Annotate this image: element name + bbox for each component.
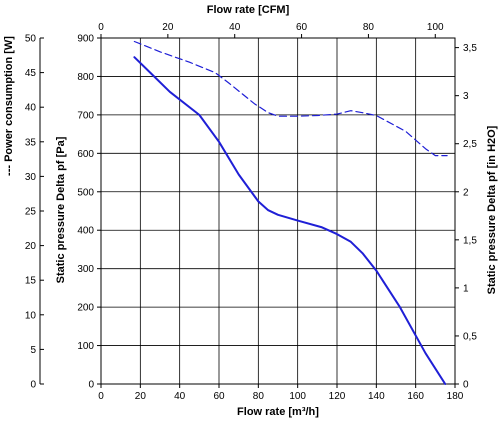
y-left-tick-label: 100 — [77, 341, 94, 352]
y-left-outer-tick-label: 10 — [25, 310, 37, 321]
y-left-axis-title: Static pressure Delta pf [Pa] — [55, 136, 67, 283]
static-pressure-line — [133, 56, 447, 385]
x-bottom-tick-label: 0 — [98, 391, 104, 402]
y-left-outer-axis-title: --- Power consumption [W] — [3, 36, 15, 176]
y-left-tick-label: 300 — [77, 264, 94, 275]
y-left-tick-label: 400 — [77, 226, 94, 237]
y-left-outer-tick-label: 30 — [25, 172, 37, 183]
y-right-tick-label: 3 — [463, 91, 469, 102]
x-top-tick-label: 40 — [229, 22, 241, 33]
y-right-tick-label: 3,5 — [463, 43, 477, 54]
y-left-tick-label: 900 — [77, 34, 94, 45]
x-bottom-tick-label: 40 — [174, 391, 186, 402]
y-right-tick-label: 0,5 — [463, 331, 477, 342]
y-left-outer-tick-label: 25 — [25, 207, 37, 218]
x-bottom-axis-title: Flow rate [m³/h] — [237, 406, 319, 418]
y-right-tick-label: 0 — [463, 380, 469, 391]
y-left-outer-tick-label: 40 — [25, 103, 37, 114]
x-bottom-tick-label: 180 — [447, 391, 464, 402]
y-left-tick-label: 800 — [77, 72, 94, 83]
y-right-tick-label: 2,5 — [463, 139, 477, 150]
y-left-outer-tick-label: 50 — [25, 34, 37, 45]
plot-frame — [100, 37, 456, 385]
y-left-outer-tick-label: 20 — [25, 241, 37, 252]
x-bottom-tick-label: 80 — [253, 391, 265, 402]
y-right-tick-label: 1,5 — [463, 235, 477, 246]
y-right-tick-label: 1 — [463, 283, 469, 294]
x-top-tick-label: 60 — [296, 22, 308, 33]
x-bottom-tick-label: 160 — [407, 391, 424, 402]
x-top-axis-title: Flow rate [CFM] — [207, 4, 290, 16]
grid — [101, 38, 455, 384]
x-top-tick-label: 100 — [427, 22, 444, 33]
x-top-tick-label: 80 — [363, 22, 375, 33]
series-layer — [133, 40, 448, 385]
y-left-tick-label: 600 — [77, 149, 94, 160]
y-left-tick-label: 500 — [77, 187, 94, 198]
y-left-outer-tick-label: 5 — [30, 345, 36, 356]
x-bottom-tick-label: 20 — [135, 391, 147, 402]
y-left-outer-tick-label: 15 — [25, 276, 37, 287]
y-left-outer-tick-label: 0 — [30, 380, 36, 391]
y-left-tick-label: 0 — [88, 380, 94, 391]
x-bottom-tick-label: 100 — [289, 391, 306, 402]
power-consumption-line — [133, 40, 448, 157]
y-right-tick-label: 2 — [463, 187, 469, 198]
y-left-outer-tick-label: 35 — [25, 137, 37, 148]
x-top-tick-label: 0 — [98, 22, 104, 33]
y-left-tick-label: 200 — [77, 303, 94, 314]
x-top-tick-label: 20 — [162, 22, 174, 33]
y-right-axis-title: Static pressure Delta pf [in H2O] — [486, 125, 498, 294]
x-bottom-tick-label: 120 — [329, 391, 346, 402]
x-bottom-tick-label: 60 — [213, 391, 225, 402]
x-bottom-tick-label: 140 — [368, 391, 385, 402]
y-left-outer-tick-label: 45 — [25, 68, 37, 79]
y-left-tick-label: 700 — [77, 110, 94, 121]
